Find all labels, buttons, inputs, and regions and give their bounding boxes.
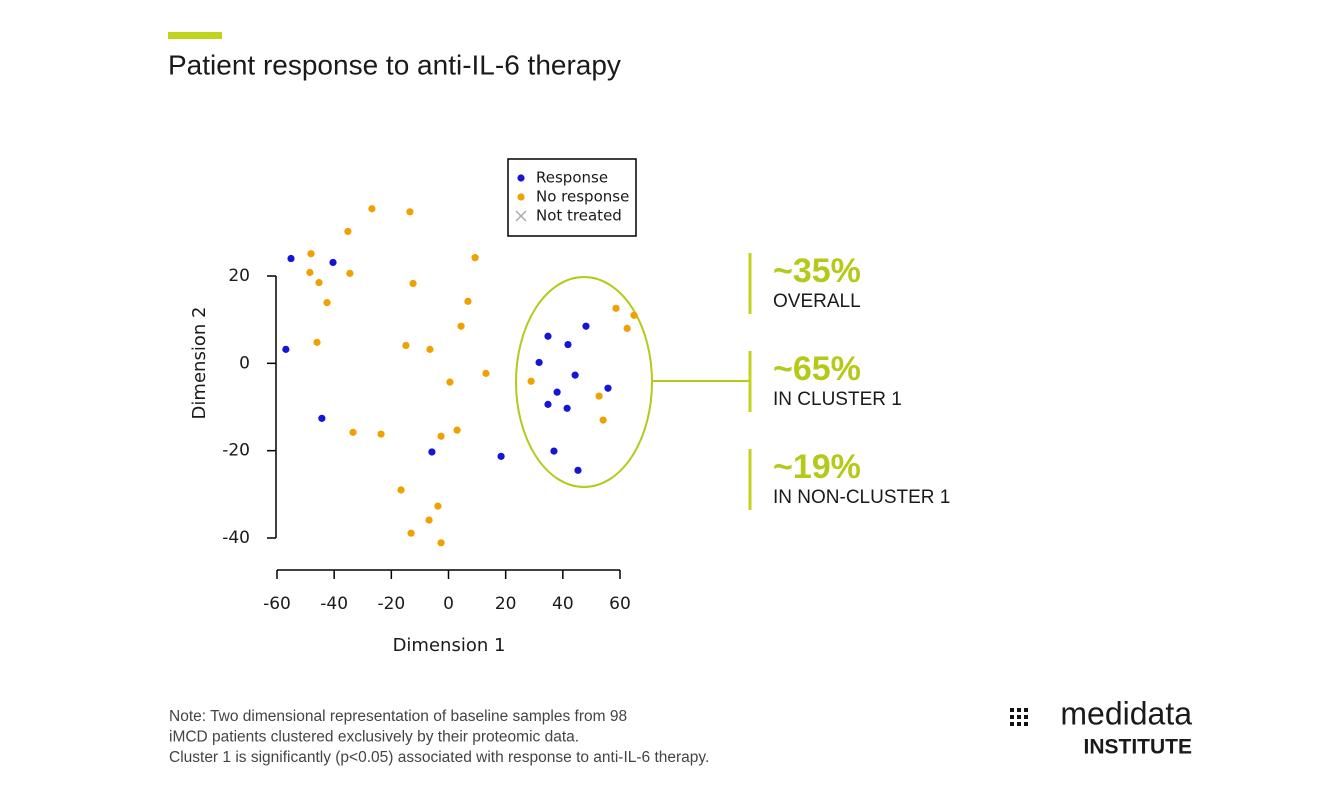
- y-axis-label: Dimension 2: [189, 307, 210, 420]
- point: [446, 378, 454, 386]
- point: [604, 384, 612, 392]
- logo-sub: INSTITUTE: [1084, 736, 1193, 759]
- note-line: Cluster 1 is significantly (p<0.05) asso…: [169, 749, 709, 766]
- point: [457, 322, 465, 330]
- y-tick-label: -40: [222, 528, 250, 548]
- point: [464, 297, 472, 305]
- point: [377, 430, 385, 438]
- point: [471, 254, 479, 262]
- legend-marker: [517, 193, 525, 201]
- x-tick-label: -40: [320, 594, 348, 614]
- note: Note: Two dimensional representation of …: [169, 708, 709, 766]
- point: [527, 377, 535, 385]
- point: [595, 392, 603, 400]
- point: [409, 279, 417, 288]
- x-tick-label: 0: [443, 594, 454, 614]
- point: [437, 539, 445, 547]
- point: [553, 388, 561, 396]
- point: [544, 332, 552, 340]
- x-tick-label: -60: [263, 594, 291, 614]
- accent-bar: [168, 32, 222, 39]
- point: [407, 529, 415, 537]
- point: [535, 358, 543, 367]
- point: [313, 338, 321, 346]
- point: [563, 404, 571, 412]
- point: [318, 414, 326, 422]
- point: [329, 258, 337, 267]
- point: [482, 369, 490, 377]
- x-tick-label: 40: [552, 594, 574, 614]
- callout-value: ~65%: [773, 350, 861, 388]
- legend-box: [507, 158, 637, 237]
- y-tick-label: 0: [239, 353, 250, 373]
- point: [571, 371, 579, 379]
- point: [426, 345, 434, 353]
- point: [428, 448, 436, 456]
- point: [323, 299, 331, 307]
- x-tick-label: 20: [495, 594, 517, 614]
- point: [346, 269, 354, 277]
- point: [287, 254, 295, 263]
- callouts: ~35%OVERALL ~65%IN CLUSTER 1 ~19%IN NON-CL…: [748, 252, 950, 510]
- point: [630, 311, 638, 319]
- point: [564, 340, 572, 349]
- title: Patient response to anti-IL-6 therapy: [168, 49, 621, 80]
- point: [623, 324, 631, 332]
- point: [402, 341, 410, 350]
- point: [550, 447, 558, 455]
- logo-name: medidata: [1060, 695, 1192, 731]
- x-tick-label: 60: [609, 594, 631, 614]
- point: [425, 516, 433, 524]
- point: [406, 208, 414, 216]
- legend-label: Response: [536, 169, 608, 187]
- legend-marker: [517, 174, 525, 182]
- callout-value: ~35%: [773, 252, 861, 290]
- note-line: iMCD patients clustered exclusively by t…: [169, 729, 579, 746]
- point: [612, 304, 620, 312]
- cluster-ellipse: [515, 276, 653, 488]
- point: [437, 432, 445, 440]
- point: [574, 466, 582, 474]
- point: [599, 416, 607, 424]
- x-axis-label: Dimension 1: [393, 635, 506, 656]
- point: [397, 486, 405, 494]
- point: [368, 205, 376, 213]
- point: [344, 227, 352, 236]
- point: [282, 345, 290, 353]
- point: [582, 322, 590, 330]
- point: [497, 452, 505, 460]
- point: [453, 426, 461, 434]
- point: [434, 502, 442, 510]
- point: [306, 268, 314, 277]
- callout-label: IN CLUSTER 1: [773, 389, 902, 410]
- note-line: Note: Two dimensional representation of …: [169, 708, 627, 725]
- callout-label: IN NON-CLUSTER 1: [773, 487, 950, 508]
- callout-value: ~19%: [773, 448, 861, 486]
- callout-label: OVERALL: [773, 291, 861, 312]
- point: [315, 278, 323, 287]
- legend-label: Not treated: [536, 207, 622, 225]
- point: [307, 250, 315, 258]
- x-tick-label: -20: [377, 594, 405, 614]
- legend-marker: [515, 210, 527, 222]
- point: [349, 428, 357, 436]
- y-tick-label: 20: [228, 266, 250, 286]
- point: [544, 400, 552, 408]
- logo-icon: [1010, 708, 1028, 726]
- y-tick-label: -20: [222, 441, 250, 461]
- legend-label: No response: [536, 188, 629, 206]
